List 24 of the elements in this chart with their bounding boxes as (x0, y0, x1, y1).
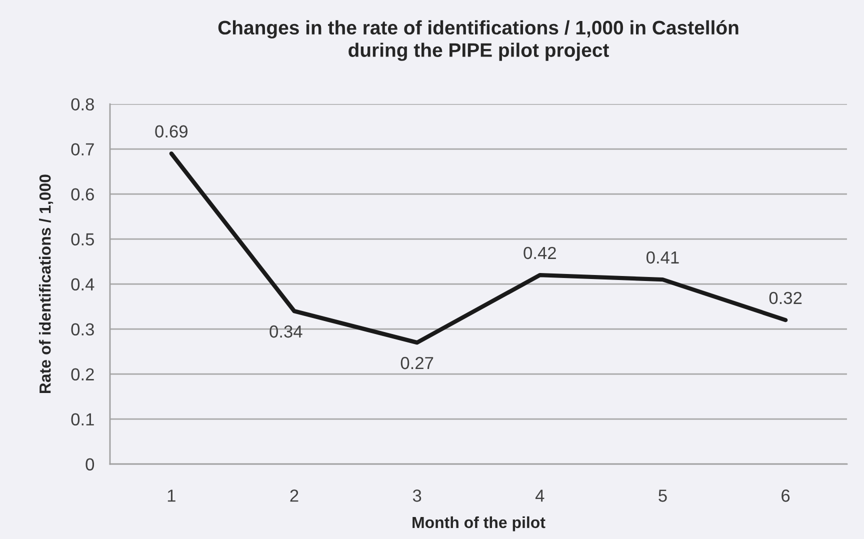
y-axis-title: Rate of identifications / 1,000 (39, 174, 54, 394)
chart-title: Changes in the rate of identifications / 1,000 in Castellón during the PIPE pilot project (218, 20, 738, 61)
data-label: 0.41 (646, 251, 679, 264)
x-tick-label: 4 (535, 490, 544, 502)
data-label: 0.34 (270, 325, 302, 338)
x-tick-label: 6 (782, 490, 790, 502)
y-tick-label: 0.8 (71, 98, 94, 110)
data-label: 0.42 (524, 246, 556, 260)
y-tick-label: 0.1 (71, 413, 94, 426)
y-tick-label: 0.3 (71, 323, 94, 336)
x-tick-label: 5 (658, 490, 667, 502)
x-tick-label: 3 (412, 490, 422, 502)
x-tick-label: 1 (168, 490, 176, 502)
y-tick-label: 0.2 (71, 368, 94, 381)
data-label: 0.27 (400, 356, 434, 370)
data-label: 0.32 (769, 292, 802, 304)
y-tick-label: 0.6 (71, 188, 94, 200)
y-tick-label: 0.4 (71, 278, 94, 291)
y-tick-label: 0 (86, 458, 94, 471)
x-axis-title: Month of the pilot (412, 516, 546, 532)
data-label: 0.69 (155, 125, 188, 138)
y-tick-label: 0.7 (71, 143, 94, 156)
y-tick-label: 0.5 (71, 233, 94, 246)
x-tick-label: 2 (290, 490, 298, 502)
